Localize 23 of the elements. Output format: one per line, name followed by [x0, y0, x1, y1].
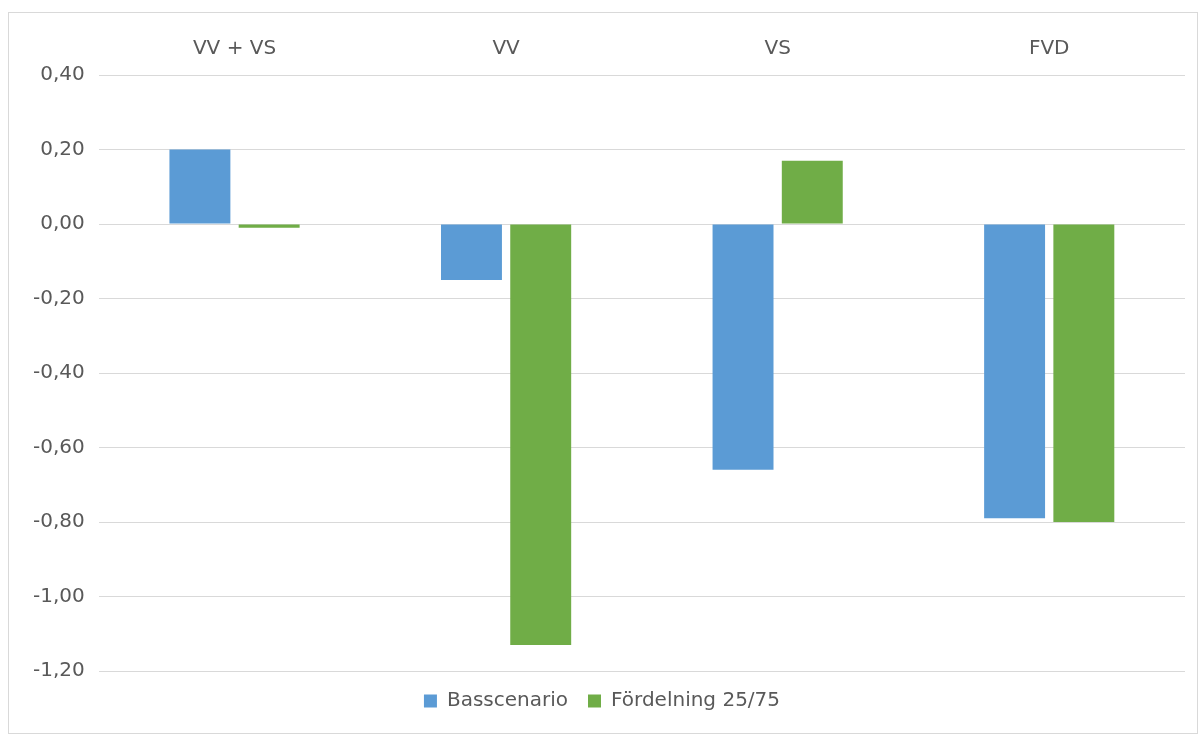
bar	[712, 224, 774, 470]
bar	[238, 224, 300, 228]
y-tick-label: 0,20	[40, 135, 85, 160]
y-tick-label: 0,00	[40, 210, 85, 235]
y-tick-label: -0,80	[33, 508, 85, 533]
bar	[1053, 224, 1115, 522]
bar	[169, 149, 231, 224]
bar	[510, 224, 572, 645]
y-tick-label: -0,20	[33, 284, 85, 309]
x-tick-label: VV	[492, 35, 521, 60]
y-tick-label: 0,40	[40, 61, 85, 86]
bar	[781, 160, 843, 224]
legend-label: Fördelning 25/75	[611, 687, 781, 712]
legend-label: Basscenario	[446, 687, 569, 712]
bar	[984, 224, 1046, 519]
x-tick-label: VV + VS	[192, 35, 277, 60]
x-tick-label: VS	[764, 35, 791, 60]
x-tick-label: FVD	[1028, 35, 1070, 60]
y-tick-label: -1,20	[33, 657, 85, 682]
y-tick-label: -0,40	[33, 359, 85, 384]
y-tick-label: -1,00	[33, 582, 85, 607]
bar	[441, 224, 502, 280]
y-tick-label: -0,60	[33, 433, 85, 458]
